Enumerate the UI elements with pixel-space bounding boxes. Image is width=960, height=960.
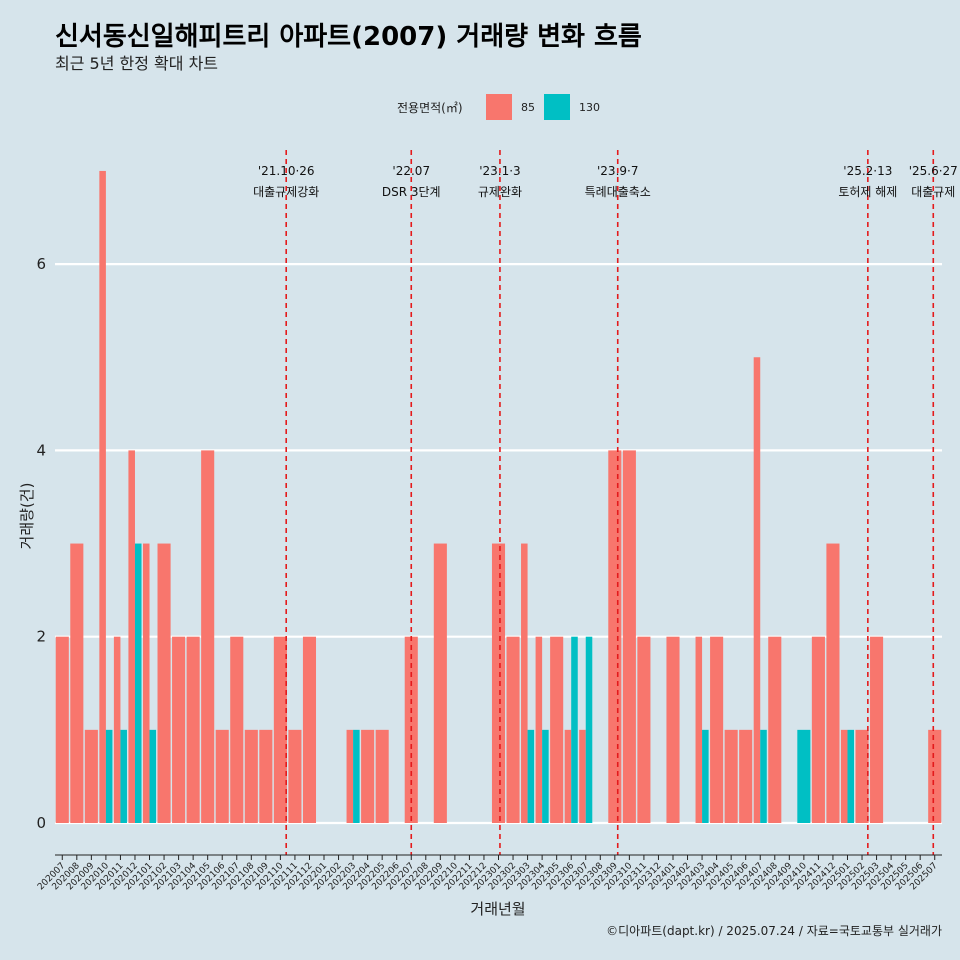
bar-85-202103 xyxy=(172,636,186,823)
bar-85-202305 xyxy=(550,636,564,823)
y-tick-4: 4 xyxy=(36,441,46,459)
x-axis: 2020072020082020092020102020112020122021… xyxy=(36,854,942,892)
event-label-4: 토허제 해제 xyxy=(838,185,897,199)
y-tick-2: 2 xyxy=(36,628,46,646)
bar-130-202304 xyxy=(542,729,549,823)
bar-85-202009 xyxy=(84,729,98,823)
event-date-0: '21.10·26 xyxy=(258,164,315,178)
bar-85-202104 xyxy=(186,636,200,823)
bar-85-202411 xyxy=(811,636,825,823)
bar-130-202303 xyxy=(527,729,535,823)
y-tick-6: 6 xyxy=(36,255,46,273)
bar-85-202309 xyxy=(608,450,622,823)
bar-130-202012 xyxy=(134,543,142,823)
bar-130-202011 xyxy=(120,729,127,823)
event-date-3: '23.9·7 xyxy=(597,164,638,178)
event-date-1: '22.07 xyxy=(392,164,430,178)
bar-85-202408 xyxy=(768,636,782,823)
bar-85-202012 xyxy=(128,450,135,823)
bars xyxy=(55,170,942,824)
y-axis-label: 거래량(건) xyxy=(18,483,36,550)
bar-85-202203 xyxy=(346,729,354,823)
bar-85-202008 xyxy=(70,543,84,823)
bar-85-202306 xyxy=(564,729,572,823)
bar-130-202101 xyxy=(149,729,157,823)
bar-85-202209 xyxy=(433,543,447,823)
chart-subtitle: 최근 5년 한정 확대 차트 xyxy=(55,54,218,73)
bar-85-202311 xyxy=(637,636,651,823)
bar-85-202407 xyxy=(753,357,761,823)
event-label-1: DSR 3단계 xyxy=(382,185,441,199)
bar-85-202307 xyxy=(579,729,586,823)
bar-85-202303 xyxy=(521,543,528,823)
bar-85-202101 xyxy=(142,543,150,823)
bar-85-202412 xyxy=(826,543,840,823)
bar-85-202401 xyxy=(666,636,680,823)
bar-85-202302 xyxy=(506,636,520,823)
bar-85-202204 xyxy=(361,729,375,823)
chart-title: 신서동신일해피트리 아파트(2007) 거래량 변화 흐름 xyxy=(55,22,642,52)
bar-130-202306 xyxy=(571,636,578,823)
bar-85-202501 xyxy=(840,729,848,823)
bar-85-202109 xyxy=(259,729,273,823)
bar-130-202407 xyxy=(760,729,767,823)
event-date-5: '25.6·27 xyxy=(909,164,958,178)
bar-85-202112 xyxy=(302,636,317,823)
bar-85-202102 xyxy=(157,543,171,823)
bar-85-202404 xyxy=(710,636,724,823)
event-markers: '21.10·26 대출규제강화 '22.07 DSR 3단계 '23.1·3 규제완화 '… xyxy=(253,150,958,855)
bar-85-202301 xyxy=(491,543,506,823)
bar-130-202010 xyxy=(105,729,113,823)
bar-85-202503 xyxy=(870,636,884,823)
bar-85-202405 xyxy=(724,729,738,823)
bar-130-202501 xyxy=(847,729,855,823)
bar-85-202105 xyxy=(201,450,215,823)
bar-85-202110 xyxy=(273,636,287,823)
bar-85-202406 xyxy=(739,729,753,823)
bar-85-202107 xyxy=(230,636,244,823)
bar-85-202108 xyxy=(244,729,258,823)
event-label-5: 대출규제 xyxy=(911,185,955,199)
legend-swatch-130 xyxy=(544,94,570,120)
bar-85-202502 xyxy=(855,729,869,823)
x-axis-label: 거래년월 xyxy=(470,900,525,918)
legend-swatch-85 xyxy=(486,94,512,120)
bar-85-202111 xyxy=(288,729,302,823)
bar-130-202403 xyxy=(702,729,709,823)
bar-85-202007 xyxy=(55,636,69,823)
legend: 전용면적(㎡) 85 130 xyxy=(397,94,600,120)
bar-85-202310 xyxy=(622,450,636,823)
legend-label-85: 85 xyxy=(521,101,535,114)
y-tick-labels: 0 2 4 6 xyxy=(36,255,46,832)
event-label-0: 대출규제강화 xyxy=(253,185,319,199)
bar-85-202205 xyxy=(375,729,389,823)
bar-85-202304 xyxy=(535,636,543,823)
bar-85-202106 xyxy=(215,729,229,823)
bar-85-202010 xyxy=(99,170,106,824)
bar-85-202011 xyxy=(113,636,121,823)
event-label-3: 특례대출축소 xyxy=(585,185,651,199)
event-date-4: '25.2·13 xyxy=(843,164,892,178)
bar-130-202410 xyxy=(797,729,811,823)
bar-85-202507 xyxy=(928,729,942,823)
bar-130-202203 xyxy=(353,729,360,823)
legend-label-130: 130 xyxy=(579,101,600,114)
bar-85-202403 xyxy=(695,636,703,823)
y-tick-0: 0 xyxy=(36,814,46,832)
legend-title: 전용면적(㎡) xyxy=(397,101,463,115)
bar-130-202307 xyxy=(585,636,593,823)
event-label-2: 규제완화 xyxy=(478,185,522,199)
caption: ©디아파트(dapt.kr) / 2025.07.24 / 자료=국토교통부 실… xyxy=(606,924,942,938)
event-date-2: '23.1·3 xyxy=(479,164,520,178)
